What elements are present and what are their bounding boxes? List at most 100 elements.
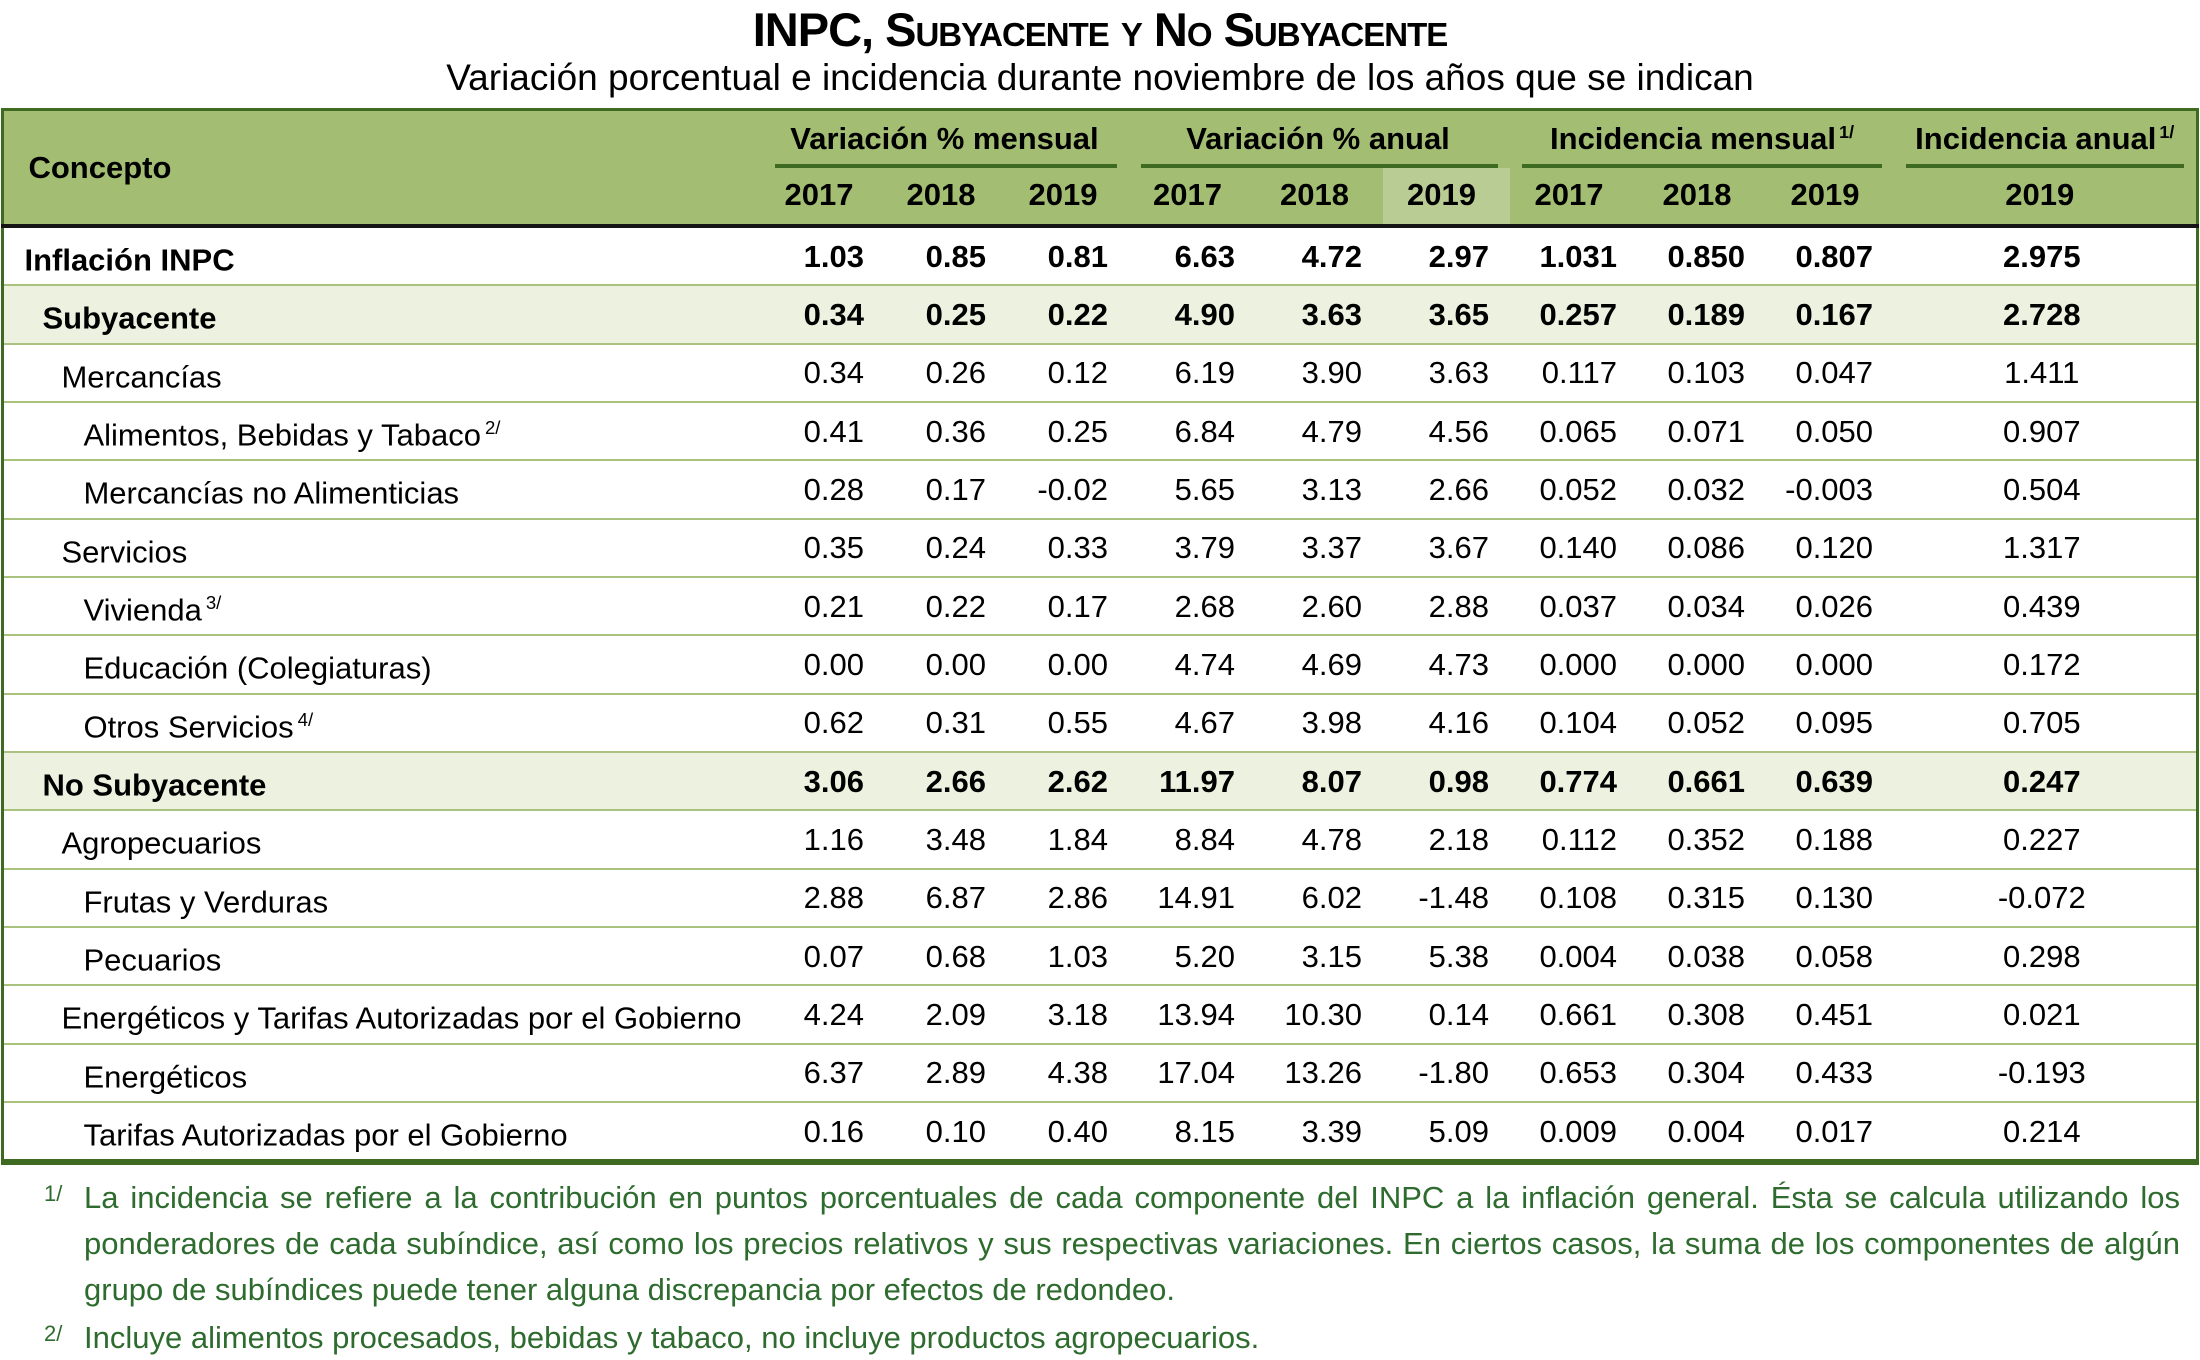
year-header: 2018 — [1638, 168, 1767, 226]
footnote: 1/ La incidencia se refiere a la contrib… — [20, 1175, 2180, 1313]
cell-incidencia-mensual-2018: 0.071 — [1638, 401, 1767, 461]
cell-variacion-mensual-2018: 0.85 — [884, 226, 1007, 286]
footnote: 2/ Incluye alimentos procesados, bebidas… — [20, 1315, 2180, 1360]
cell-variacion-mensual-2018: 0.17 — [884, 460, 1007, 519]
cell-variacion-anual-2018: 13.26 — [1255, 1043, 1383, 1102]
cell-incidencia-mensual-2017: 0.104 — [1510, 693, 1639, 752]
table-row: Mercancías no Alimenticias 0.28 0.17 -0.… — [2, 460, 2198, 519]
footnote-ref: 1/ — [2159, 121, 2175, 142]
table-row: Energéticos y Tarifas Autorizadas por el… — [2, 985, 2198, 1044]
row-concept: Mercancías — [2, 343, 763, 402]
year-header: 2019 — [1766, 168, 1895, 226]
cell-incidencia-mensual-2019: 0.433 — [1766, 1043, 1895, 1102]
cell-variacion-mensual-2017: 1.03 — [762, 226, 885, 286]
cell-variacion-anual-2019: 0.14 — [1382, 985, 1511, 1044]
row-concept: Alimentos, Bebidas y Tabaco 2/ — [2, 401, 763, 461]
cell-variacion-anual-2018: 4.72 — [1255, 226, 1383, 286]
cell-variacion-anual-2018: 10.30 — [1255, 985, 1383, 1044]
cell-incidencia-mensual-2018: 0.304 — [1638, 1043, 1767, 1102]
cell-variacion-mensual-2017: 0.34 — [762, 285, 885, 344]
cell-variacion-anual-2017: 2.68 — [1128, 576, 1256, 636]
row-concept: Pecuarios — [2, 926, 763, 986]
cell-incidencia-mensual-2017: 0.117 — [1510, 343, 1639, 402]
cell-incidencia-anual-2019: 0.298 — [1894, 926, 2198, 986]
cell-variacion-anual-2019: -1.80 — [1382, 1043, 1511, 1102]
footnote-ref: 1/ — [1839, 121, 1855, 142]
cell-variacion-anual-2017: 17.04 — [1128, 1043, 1256, 1102]
cell-variacion-anual-2019: 2.66 — [1382, 460, 1511, 519]
footnotes: 1/ La incidencia se refiere a la contrib… — [20, 1175, 2180, 1360]
footnote-text: Incluye alimentos procesados, bebidas y … — [84, 1320, 1260, 1356]
cell-variacion-anual-2018: 8.07 — [1255, 751, 1383, 811]
table-row: Agropecuarios 1.16 3.48 1.84 8.84 4.78 2… — [2, 810, 2198, 869]
cell-variacion-anual-2017: 6.19 — [1128, 343, 1256, 402]
cell-variacion-mensual-2019: 0.25 — [1006, 401, 1129, 461]
table-row: Tarifas Autorizadas por el Gobierno 0.16… — [2, 1101, 2198, 1163]
cell-incidencia-mensual-2018: 0.189 — [1638, 285, 1767, 344]
cell-variacion-anual-2019: 3.63 — [1382, 343, 1511, 402]
cell-incidencia-mensual-2017: 0.108 — [1510, 868, 1639, 927]
cell-incidencia-mensual-2019: 0.058 — [1766, 926, 1895, 986]
footnote-ref: 2/ — [484, 416, 501, 438]
cell-incidencia-mensual-2019: 0.639 — [1766, 751, 1895, 811]
cell-incidencia-mensual-2017: 0.009 — [1510, 1101, 1639, 1163]
cell-variacion-anual-2017: 13.94 — [1128, 985, 1256, 1044]
group-header-variacion-anual: Variación % anual — [1128, 109, 1511, 168]
cell-incidencia-mensual-2019: 0.130 — [1766, 868, 1895, 927]
cell-incidencia-anual-2019: 0.247 — [1894, 751, 2198, 811]
cell-variacion-mensual-2018: 0.22 — [884, 576, 1007, 636]
cell-variacion-anual-2018: 3.39 — [1255, 1101, 1383, 1163]
cell-variacion-anual-2019: 4.73 — [1382, 635, 1511, 694]
cell-variacion-mensual-2019: 3.18 — [1006, 985, 1129, 1044]
cell-variacion-anual-2017: 4.67 — [1128, 693, 1256, 752]
group-header-incidencia-anual: Incidencia anual 1/ — [1894, 109, 2198, 168]
cell-incidencia-mensual-2017: 0.661 — [1510, 985, 1639, 1044]
cell-variacion-mensual-2018: 0.25 — [884, 285, 1007, 344]
cell-variacion-mensual-2018: 0.26 — [884, 343, 1007, 402]
cell-variacion-anual-2017: 3.79 — [1128, 518, 1256, 577]
cell-variacion-mensual-2017: 2.88 — [762, 868, 885, 927]
cell-variacion-anual-2018: 3.15 — [1255, 926, 1383, 986]
row-concept: Agropecuarios — [2, 810, 763, 869]
cell-incidencia-mensual-2017: 0.112 — [1510, 810, 1639, 869]
cell-variacion-mensual-2017: 0.00 — [762, 635, 885, 694]
year-header: 2017 — [762, 168, 885, 226]
cell-variacion-mensual-2019: 0.40 — [1006, 1101, 1129, 1163]
cell-incidencia-anual-2019: 1.411 — [1894, 343, 2198, 402]
cell-variacion-anual-2019: 0.98 — [1382, 751, 1511, 811]
cell-incidencia-anual-2019: -0.072 — [1894, 868, 2198, 927]
table-row: No Subyacente 3.06 2.66 2.62 11.97 8.07 … — [2, 751, 2198, 811]
concept-column-header: Concepto — [2, 109, 763, 226]
cell-variacion-anual-2017: 6.84 — [1128, 401, 1256, 461]
cell-variacion-mensual-2017: 0.34 — [762, 343, 885, 402]
cell-incidencia-mensual-2017: 0.653 — [1510, 1043, 1639, 1102]
cell-incidencia-mensual-2019: 0.167 — [1766, 285, 1895, 344]
cell-variacion-anual-2018: 3.13 — [1255, 460, 1383, 519]
footnote-text: La incidencia se refiere a la contribuci… — [84, 1180, 2180, 1308]
cell-variacion-anual-2017: 11.97 — [1128, 751, 1256, 811]
cell-variacion-anual-2017: 14.91 — [1128, 868, 1256, 927]
cell-incidencia-mensual-2018: 0.034 — [1638, 576, 1767, 636]
cell-variacion-anual-2018: 3.63 — [1255, 285, 1383, 344]
cell-variacion-anual-2017: 4.74 — [1128, 635, 1256, 694]
table-row: Vivienda 3/ 0.21 0.22 0.17 2.68 2.60 2.88… — [2, 576, 2198, 636]
cell-variacion-anual-2018: 3.98 — [1255, 693, 1383, 752]
cell-incidencia-mensual-2018: 0.103 — [1638, 343, 1767, 402]
row-concept: Servicios — [2, 518, 763, 577]
cell-incidencia-mensual-2017: 0.000 — [1510, 635, 1639, 694]
year-header: 2018 — [884, 168, 1007, 226]
cell-incidencia-mensual-2018: 0.000 — [1638, 635, 1767, 694]
group-header-variacion-mensual: Variación % mensual — [762, 109, 1129, 168]
cell-variacion-mensual-2018: 2.66 — [884, 751, 1007, 811]
group-header-row: Concepto Variación % mensual Variación %… — [2, 109, 2198, 226]
cell-incidencia-anual-2019: 0.705 — [1894, 693, 2198, 752]
cell-variacion-anual-2019: 2.88 — [1382, 576, 1511, 636]
cell-variacion-mensual-2019: 0.55 — [1006, 693, 1129, 752]
cell-variacion-mensual-2017: 0.28 — [762, 460, 885, 519]
cell-incidencia-mensual-2018: 0.052 — [1638, 693, 1767, 752]
cell-incidencia-mensual-2019: 0.095 — [1766, 693, 1895, 752]
table-row: Pecuarios 0.07 0.68 1.03 5.20 3.15 5.38 … — [2, 926, 2198, 986]
row-concept: Inflación INPC — [2, 226, 763, 286]
cell-variacion-anual-2019: 3.67 — [1382, 518, 1511, 577]
